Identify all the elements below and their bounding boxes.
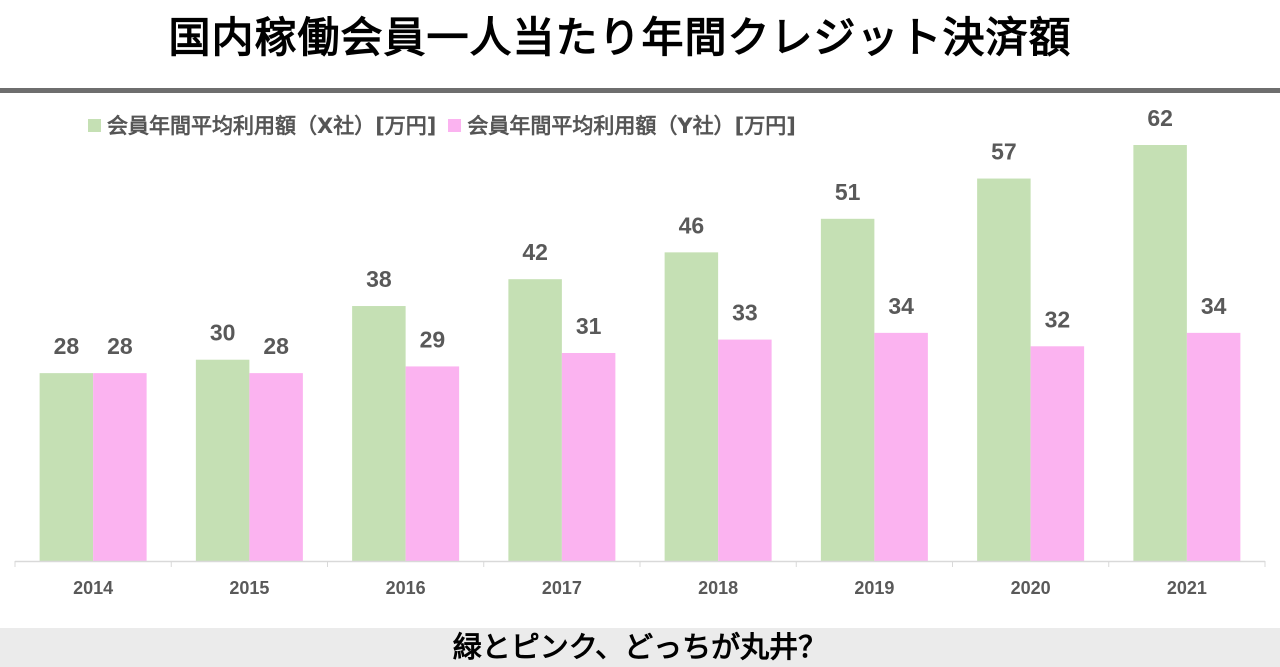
legend-swatch-y — [448, 118, 462, 132]
data-label-y-2015: 28 — [263, 333, 289, 359]
footer-question: 緑とピンク、どっちが丸井？ — [0, 628, 1280, 667]
data-label-y-2016: 29 — [420, 326, 446, 352]
data-label-x-2019: 51 — [835, 179, 861, 205]
bar-x-2014 — [39, 373, 94, 561]
bar-y-2016 — [405, 366, 460, 561]
x-tick-label-2021: 2021 — [1167, 578, 1207, 598]
data-label-x-2015: 30 — [210, 320, 236, 346]
bar-y-2018 — [718, 339, 772, 561]
data-label-x-2016: 38 — [366, 266, 392, 292]
data-label-y-2014: 28 — [107, 333, 133, 359]
data-label-x-2017: 42 — [522, 239, 548, 265]
x-tick-label-2019: 2019 — [854, 578, 894, 598]
data-label-y-2018: 33 — [732, 300, 758, 326]
data-label-x-2014: 28 — [54, 333, 80, 359]
bar-y-2021 — [1186, 332, 1241, 561]
bar-x-2017 — [508, 279, 562, 561]
data-label-x-2020: 57 — [991, 139, 1017, 165]
legend-label-x: 会員年間平均利用額（X社）[万円] — [107, 114, 437, 138]
bar-chart: 28 28 2014 30 28 2015 38 29 2016 42 31 2017 46 33 2018… — [14, 105, 1266, 598]
legend-item-y: 会員年間平均利用額（Y社）[万円] — [448, 110, 796, 140]
legend-label-y: 会員年間平均利用額（Y社）[万円] — [467, 114, 796, 138]
x-tick-label-2018: 2018 — [698, 578, 738, 598]
bar-x-2019 — [820, 218, 875, 561]
x-tick-label-2015: 2015 — [229, 578, 269, 598]
chart-legend: 会員年間平均利用額（X社）[万円] 会員年間平均利用額（Y社）[万円] — [88, 110, 808, 140]
title-divider — [0, 88, 1280, 93]
bar-y-2014 — [93, 373, 147, 561]
data-label-y-2017: 31 — [576, 313, 602, 339]
bar-x-2016 — [352, 306, 406, 561]
x-tick-label-2017: 2017 — [542, 578, 582, 598]
data-label-y-2021: 34 — [1201, 293, 1227, 319]
x-tick-label-2020: 2020 — [1011, 578, 1051, 598]
legend-swatch-x — [88, 118, 101, 132]
legend-item-x: 会員年間平均利用額（X社）[万円] — [88, 110, 436, 140]
data-label-y-2020: 32 — [1045, 306, 1071, 332]
bar-x-2015 — [195, 359, 250, 561]
bar-x-2020 — [977, 178, 1031, 561]
page-title: 国内稼働会員一人当たり年間クレジット決済額 — [168, 13, 1072, 62]
x-tick-label-2016: 2016 — [386, 578, 426, 598]
bar-x-2021 — [1133, 145, 1187, 561]
bar-y-2020 — [1030, 346, 1085, 561]
bar-y-2017 — [561, 353, 616, 561]
bar-y-2015 — [249, 373, 303, 561]
data-label-y-2019: 34 — [888, 293, 914, 319]
data-label-x-2021: 62 — [1147, 105, 1173, 131]
x-tick-label-2014: 2014 — [73, 578, 113, 598]
data-label-x-2018: 46 — [679, 212, 705, 238]
bar-x-2018 — [664, 252, 719, 561]
bar-y-2019 — [874, 332, 928, 561]
